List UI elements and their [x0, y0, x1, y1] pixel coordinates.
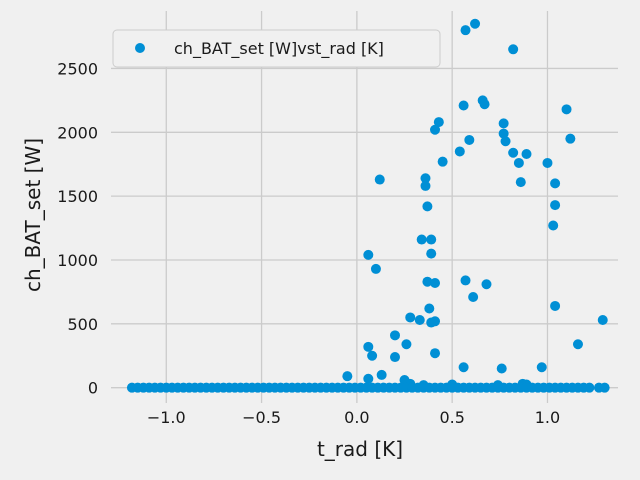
scatter-point: [420, 180, 431, 191]
scatter-point: [458, 100, 469, 111]
scatter-point: [426, 248, 437, 259]
scatter-points: [126, 18, 610, 393]
scatter-point: [342, 371, 353, 382]
y-tick-label: 1500: [57, 187, 98, 206]
x-tick-label: 1.0: [535, 408, 560, 427]
scatter-point: [548, 220, 559, 231]
scatter-point: [367, 350, 378, 361]
scatter-point: [363, 249, 374, 260]
scatter-point: [422, 276, 433, 287]
scatter-point: [460, 25, 471, 36]
scatter-point: [481, 279, 492, 290]
scatter-point: [416, 234, 427, 245]
scatter-point: [584, 382, 595, 393]
scatter-point: [363, 373, 374, 384]
y-tick-label: 2000: [57, 123, 98, 142]
y-tick-label: 0: [88, 379, 98, 398]
x-tick-label: 0.0: [344, 408, 369, 427]
scatter-point: [458, 362, 469, 373]
scatter-point: [565, 133, 576, 144]
scatter-point: [550, 300, 561, 311]
scatter-point: [508, 44, 519, 55]
scatter-point: [420, 173, 431, 184]
scatter-point: [437, 156, 448, 167]
x-tick-label: 0.5: [439, 408, 464, 427]
scatter-point: [550, 178, 561, 189]
scatter-point: [401, 339, 412, 350]
scatter-point: [513, 157, 524, 168]
scatter-point: [374, 174, 385, 185]
x-tick-label: −1.0: [147, 408, 186, 427]
scatter-point: [460, 275, 471, 286]
scatter-point: [521, 149, 532, 160]
legend-label: ch_BAT_set [W]vst_rad [K]: [174, 39, 384, 59]
legend-marker: [135, 43, 145, 53]
scatter-point: [597, 315, 608, 326]
scatter-point: [389, 352, 400, 363]
x-tick-label: −0.5: [242, 408, 281, 427]
scatter-point: [389, 330, 400, 341]
scatter-point: [542, 157, 553, 168]
scatter-point: [561, 104, 572, 115]
scatter-point: [430, 277, 441, 288]
scatter-point: [468, 292, 479, 303]
scatter-point: [496, 363, 507, 374]
scatter-point: [414, 315, 425, 326]
y-axis-title: ch_BAT_set [W]: [21, 138, 45, 292]
scatter-point: [498, 118, 509, 129]
scatter-point: [515, 177, 526, 188]
legend-box: [112, 29, 441, 68]
scatter-point: [464, 134, 475, 145]
x-axis-title: t_rad [K]: [317, 437, 403, 461]
scatter-point: [470, 18, 481, 29]
scatter-point: [508, 147, 519, 158]
scatter-point: [405, 312, 416, 323]
y-tick-labels: 0 500 1000 1500 2000 2500: [57, 59, 98, 397]
scatter-point: [426, 234, 437, 245]
scatter-point: [479, 99, 490, 110]
scatter-point: [376, 369, 387, 380]
scatter-point: [370, 263, 381, 274]
scatter-point: [550, 200, 561, 211]
scatter-point: [430, 124, 441, 135]
scatter-point: [599, 382, 610, 393]
scatter-point: [422, 201, 433, 212]
scatter-point: [430, 316, 441, 327]
scatter-point: [363, 341, 374, 352]
scatter-point: [454, 146, 465, 157]
scatter-point: [424, 303, 435, 314]
scatter-point: [433, 117, 444, 128]
scatter-point: [498, 128, 509, 139]
scatter-point: [500, 136, 511, 147]
scatter-point: [536, 362, 547, 373]
legend: ch_BAT_set [W]vst_rad [K]: [112, 29, 441, 68]
y-tick-label: 2500: [57, 59, 98, 78]
grid: [111, 11, 618, 403]
scatter-point: [430, 348, 441, 359]
y-tick-label: 500: [67, 315, 98, 334]
x-tick-labels: −1.0 −0.5 0.0 0.5 1.0: [147, 408, 560, 427]
scatter-point: [572, 339, 583, 350]
y-tick-label: 1000: [57, 251, 98, 270]
